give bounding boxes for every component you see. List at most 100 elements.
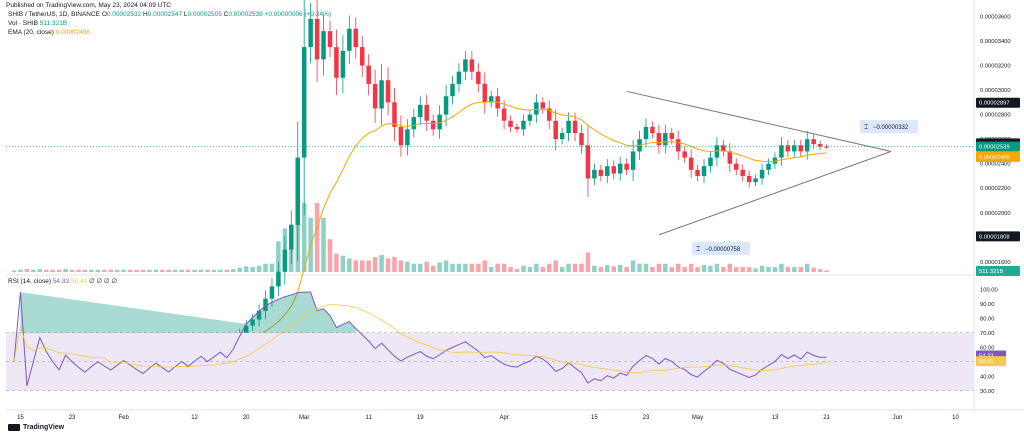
- low-label: L: [183, 11, 188, 18]
- volume-legend: Vol · SHIB 511.321B: [8, 20, 67, 28]
- candle-body: [301, 47, 307, 158]
- volume-bar: [134, 269, 139, 272]
- rsi-tick-label: 90.00: [980, 302, 995, 308]
- candle-body: [663, 133, 668, 146]
- measurement-upper-box: [860, 120, 918, 133]
- rsi-legend: RSI (14, close) 54.33 50.41 ∅ ∅ ∅ ∅: [8, 278, 117, 286]
- volume-bar: [269, 263, 275, 272]
- time-tick-label: 13: [772, 415, 779, 421]
- volume-bar: [514, 269, 520, 272]
- candle-body: [695, 169, 700, 176]
- candle-body: [353, 28, 359, 48]
- volume-bar: [553, 260, 558, 272]
- volume-bar: [746, 267, 752, 272]
- trendline-upper: [626, 90, 892, 152]
- volume-bar: [585, 252, 591, 272]
- volume-bar: [314, 202, 320, 272]
- volume-bar: [772, 267, 778, 272]
- volume-bar: [43, 269, 49, 272]
- time-tick-label: 23: [643, 415, 650, 421]
- time-tick-label: 11: [366, 415, 373, 421]
- candle-body: [469, 59, 475, 72]
- candle-body: [766, 163, 771, 170]
- time-tick-label: 15: [17, 415, 24, 421]
- rsi-ma-value: 50.41: [70, 278, 88, 285]
- volume-bar: [463, 263, 468, 272]
- volume-bar: [534, 263, 539, 272]
- ema-line: [13, 101, 827, 343]
- rsi-overbought-fill: [20, 292, 356, 333]
- volume-bar: [501, 263, 507, 272]
- price-tick-label: 0.00001600: [980, 260, 1011, 266]
- volume-bar: [218, 269, 223, 272]
- candle-body: [688, 157, 694, 170]
- candle-body: [585, 145, 591, 179]
- close-label: C: [223, 11, 229, 18]
- volume-bar: [785, 267, 791, 272]
- volume-bar: [366, 260, 371, 272]
- price-tick-label: 0.00002000: [980, 211, 1011, 217]
- measurement-lower-icon: ⌶: [696, 246, 700, 253]
- volume-bar: [76, 269, 81, 272]
- candle-body: [611, 166, 616, 174]
- volume-bar: [495, 263, 500, 272]
- volume-bar: [353, 260, 359, 272]
- candle-body: [708, 157, 713, 167]
- candle-body: [488, 96, 494, 103]
- volume-bar: [198, 269, 204, 272]
- volume-bar: [301, 202, 307, 272]
- volume-bar: [327, 239, 333, 272]
- volume-bar: [643, 263, 649, 272]
- rsi-value: 54.33: [52, 278, 70, 285]
- volume-bar: [624, 267, 629, 272]
- price-badge-label: 0.00002456: [979, 155, 1010, 161]
- volume-bar: [798, 267, 804, 272]
- candle-body: [817, 144, 823, 147]
- volume-bar: [321, 217, 326, 272]
- candle-body: [372, 83, 378, 109]
- time-tick-label: 21: [823, 415, 830, 421]
- candle-body: [740, 169, 745, 176]
- candle-body: [411, 117, 417, 130]
- candle-body: [734, 163, 739, 170]
- candle-body: [430, 120, 436, 130]
- tradingview-logo-icon: [8, 424, 20, 431]
- volume-bar: [482, 260, 488, 272]
- volume-bar: [430, 265, 436, 272]
- volume-bar: [817, 269, 823, 272]
- candle-body: [340, 50, 346, 78]
- volume-bar: [669, 267, 675, 272]
- volume-bar: [398, 260, 404, 272]
- open-label: O: [101, 11, 107, 18]
- volume-bar: [637, 263, 642, 272]
- price-badge-bg: [976, 231, 1020, 242]
- volume-bar: [617, 265, 623, 272]
- candle-body: [572, 120, 578, 134]
- volume-bar: [456, 263, 462, 272]
- volume-bar: [766, 267, 771, 272]
- candle-body: [566, 120, 571, 134]
- ema-value: 0.00002456: [55, 29, 91, 36]
- candle-body: [534, 102, 539, 115]
- candle-body: [269, 286, 275, 299]
- volume-bar: [688, 263, 694, 272]
- volume-bar: [347, 258, 352, 272]
- rsi-tick-label: 80.00: [980, 316, 995, 322]
- price-tick-label: 0.00002200: [980, 186, 1011, 192]
- volume-bar: [359, 260, 365, 272]
- candle-body: [714, 145, 720, 158]
- candle-body: [824, 146, 829, 148]
- candle-body: [327, 31, 333, 48]
- candle-body: [321, 31, 326, 60]
- candle-body: [682, 151, 687, 158]
- volume-bar: [37, 269, 43, 272]
- candle-body: [527, 114, 533, 121]
- measurement-upper-label: −0.00000332: [873, 125, 909, 131]
- volume-bar: [69, 269, 75, 272]
- candle-body: [250, 319, 255, 326]
- volume-badge-bg: [976, 266, 1020, 276]
- volume-bar: [650, 267, 655, 272]
- candle-body: [456, 71, 462, 84]
- volume-bar: [779, 263, 784, 272]
